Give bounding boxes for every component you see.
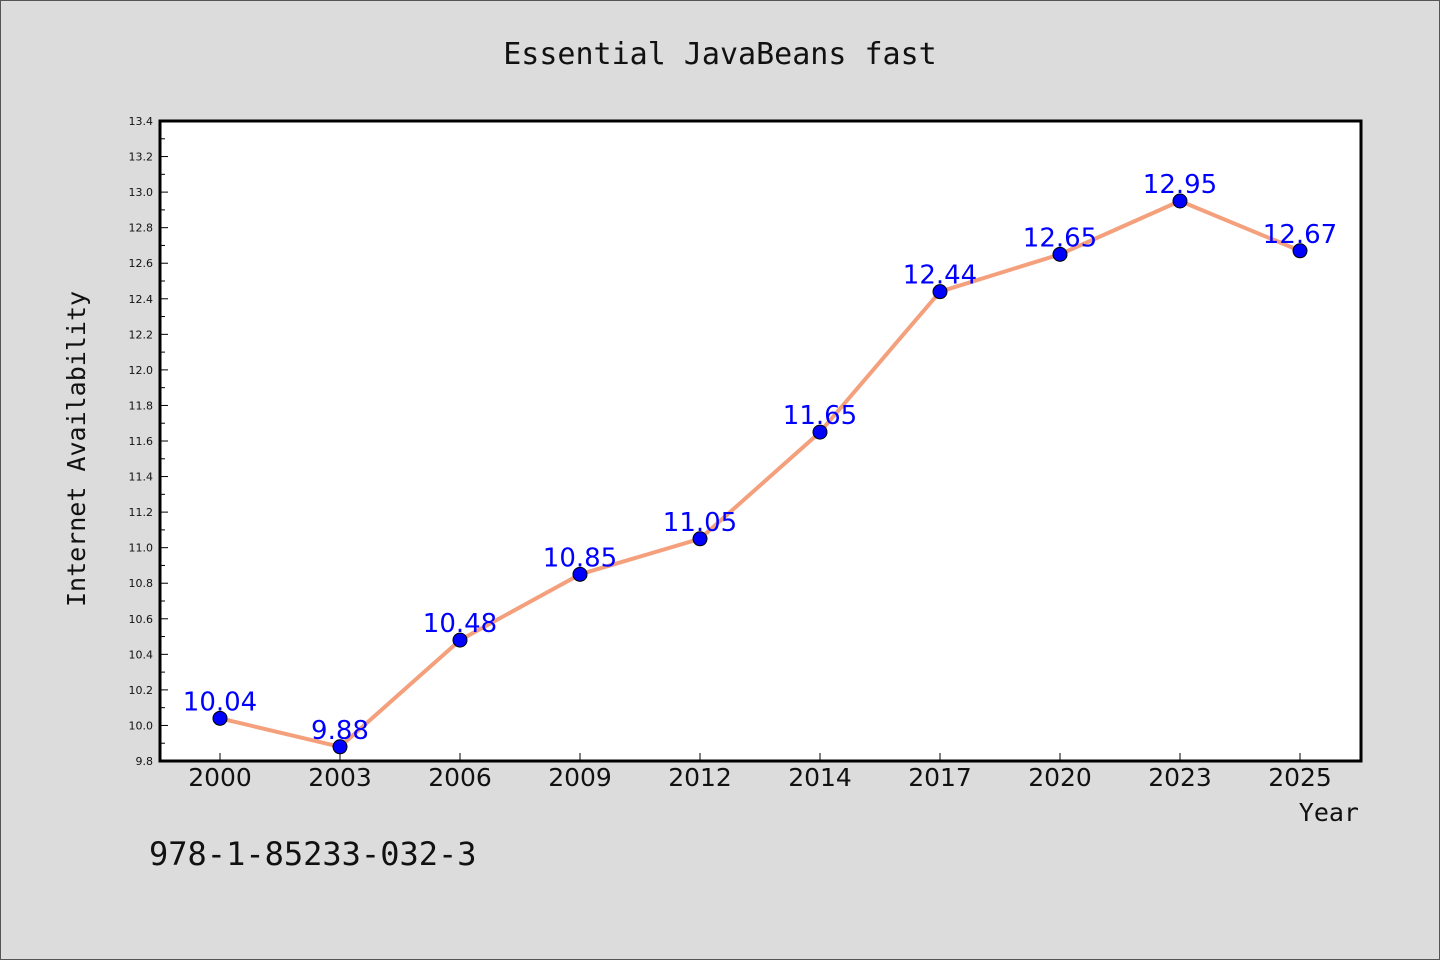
y-tick-label: 12.8 bbox=[129, 222, 154, 235]
x-tick-label: 2014 bbox=[788, 763, 852, 792]
y-tick-label: 10.6 bbox=[129, 613, 154, 626]
x-tick-label: 2020 bbox=[1028, 763, 1092, 792]
y-tick-label: 12.2 bbox=[129, 328, 154, 341]
data-labels: 10.04 9.88 10.48 10.85 11.05 11.65 12.44 12.65 1… bbox=[183, 170, 1337, 746]
data-label: 11.65 bbox=[783, 401, 857, 431]
data-label: 10.85 bbox=[543, 543, 617, 573]
data-label: 12.44 bbox=[903, 261, 977, 291]
x-tick-label: 2003 bbox=[308, 763, 372, 792]
y-tick-label: 12.6 bbox=[129, 257, 154, 270]
y-tick-label: 10.0 bbox=[129, 719, 154, 732]
data-label: 11.05 bbox=[663, 508, 737, 538]
plot-area bbox=[160, 121, 1361, 761]
y-axis-ticks: 9.8 10.0 10.2 10.4 10.6 10.8 11.0 11.2 11.4 11.6 1… bbox=[129, 115, 168, 768]
chart-title: Essential JavaBeans fast bbox=[503, 37, 936, 72]
y-tick-label: 12.4 bbox=[129, 293, 154, 306]
data-point bbox=[212, 710, 228, 726]
y-tick-label: 10.8 bbox=[129, 577, 154, 590]
y-tick-label: 13.0 bbox=[129, 186, 154, 199]
x-tick-label: 2017 bbox=[908, 763, 972, 792]
x-tick-label: 2025 bbox=[1268, 763, 1332, 792]
data-point bbox=[1292, 243, 1308, 259]
data-point bbox=[692, 531, 708, 547]
y-tick-label: 12.0 bbox=[129, 364, 154, 377]
x-axis-label: Year bbox=[1299, 798, 1359, 827]
y-tick-label: 10.4 bbox=[129, 648, 154, 661]
isbn-footnote: 978-1-85233-032-3 bbox=[149, 835, 477, 873]
data-point bbox=[1172, 193, 1188, 209]
data-label: 10.04 bbox=[183, 687, 257, 717]
x-tick-label: 2006 bbox=[428, 763, 492, 792]
y-tick-label: 11.2 bbox=[129, 506, 154, 519]
y-tick-label: 11.0 bbox=[129, 542, 154, 555]
data-label: 12.65 bbox=[1023, 223, 1097, 253]
y-axis-label: Internet Availability bbox=[62, 291, 91, 607]
data-label: 9.88 bbox=[311, 716, 369, 746]
data-label: 12.67 bbox=[1263, 220, 1337, 250]
series-line bbox=[218, 199, 1302, 749]
data-point bbox=[572, 566, 588, 582]
y-tick-label: 11.6 bbox=[129, 435, 154, 448]
y-tick-label: 10.2 bbox=[129, 684, 154, 697]
plot-frame bbox=[158, 119, 1363, 763]
data-label: 12.95 bbox=[1143, 170, 1217, 200]
x-tick-label: 2023 bbox=[1148, 763, 1212, 792]
y-tick-label: 9.8 bbox=[136, 755, 154, 768]
data-point bbox=[332, 739, 348, 755]
data-point bbox=[452, 632, 468, 648]
data-label: 10.48 bbox=[423, 609, 497, 639]
data-point bbox=[812, 424, 828, 440]
y-tick-label: 13.2 bbox=[129, 151, 154, 164]
series-layer bbox=[212, 193, 1308, 755]
x-axis-ticks: 2000 2003 2006 2009 2012 2014 2017 2020 2023 2025 bbox=[188, 753, 1332, 792]
data-point bbox=[932, 284, 948, 300]
x-tick-label: 2009 bbox=[548, 763, 612, 792]
x-tick-label: 2012 bbox=[668, 763, 732, 792]
y-tick-label: 13.4 bbox=[129, 115, 154, 128]
y-tick-label: 11.4 bbox=[129, 471, 154, 484]
x-tick-label: 2000 bbox=[188, 763, 252, 792]
data-point bbox=[1052, 246, 1068, 262]
y-tick-label: 11.8 bbox=[129, 399, 154, 412]
